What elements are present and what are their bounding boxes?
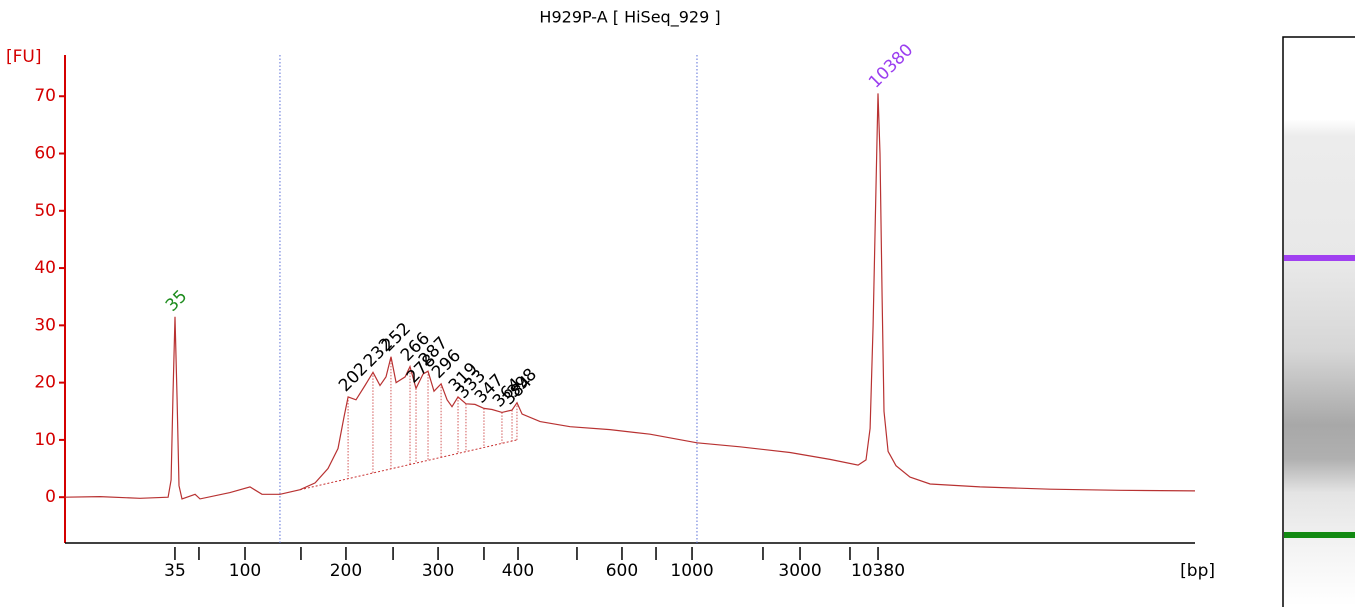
x-tick-label: 600 — [606, 561, 638, 581]
x-tick-label: 10380 — [851, 561, 905, 581]
y-axis-label: [FU] — [6, 47, 42, 67]
trace — [64, 93, 1196, 500]
gel-lane — [1282, 36, 1355, 607]
y-tick-label: 40 — [34, 258, 56, 278]
x-axis-label: [bp] — [1180, 561, 1215, 581]
chart-title: H929P-A [ HiSeq_929 ] — [539, 8, 720, 28]
x-tick-label: 3000 — [778, 561, 821, 581]
gel-lower-marker-band — [1284, 532, 1355, 538]
x-tick-label: 400 — [502, 561, 534, 581]
y-tick-label: 60 — [34, 144, 56, 164]
y-tick-label: 20 — [34, 373, 56, 393]
peak-label: 35 — [162, 286, 191, 315]
y-tick-label: 10 — [34, 430, 56, 450]
y-tick-label: 50 — [34, 201, 56, 221]
y-tick-label: 70 — [34, 86, 56, 106]
gel-upper-marker-band — [1284, 255, 1355, 261]
gel-smear — [1284, 40, 1355, 606]
x-tick-label: 200 — [330, 561, 362, 581]
x-tick-label: 1000 — [670, 561, 713, 581]
x-tick-label: 100 — [229, 561, 261, 581]
y-tick-label: 30 — [34, 315, 56, 335]
y-tick-label: 0 — [45, 487, 56, 507]
x-tick-label: 35 — [164, 561, 186, 581]
peak-label: 10380 — [865, 40, 917, 92]
x-tick-label: 300 — [422, 561, 454, 581]
peak-baseline — [299, 439, 518, 491]
